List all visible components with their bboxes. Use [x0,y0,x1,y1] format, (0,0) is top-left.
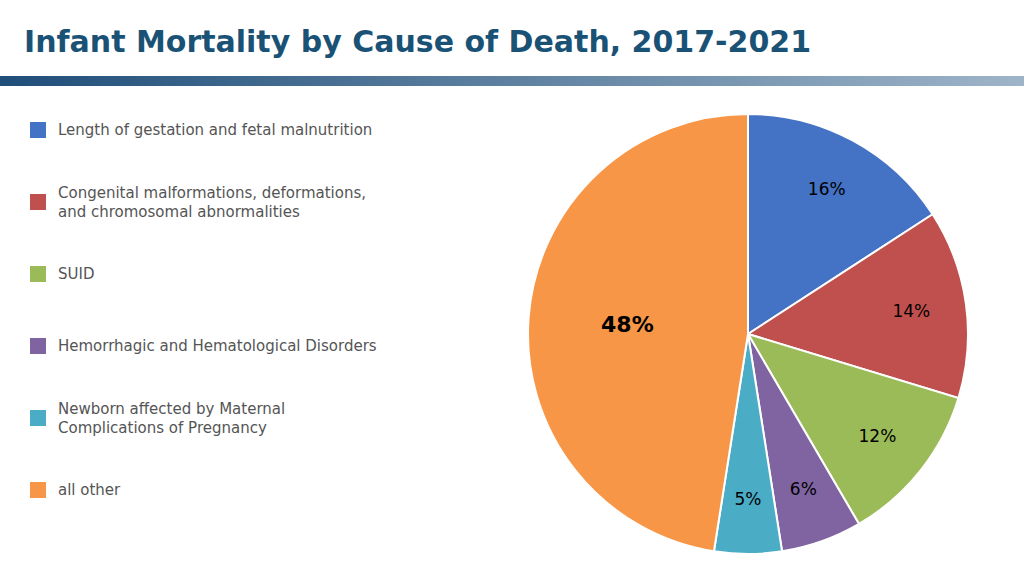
pie [528,114,968,554]
legend-label: Hemorrhagic and Hematological Disorders [58,337,377,355]
legend-label-line: Congenital malformations, deformations, [58,184,366,202]
legend-label-line: SUID [58,265,94,283]
chart-svg: Infant Mortality by Cause of Death, 2017… [0,0,1024,576]
legend-label: SUID [58,265,94,283]
legend-label-line: all other [58,481,121,499]
data-label: 12% [859,426,897,446]
legend-label-line: Length of gestation and fetal malnutriti… [58,121,372,139]
data-label: 48% [601,312,654,337]
legend-swatch [30,482,46,498]
legend-label-line: Hemorrhagic and Hematological Disorders [58,337,377,355]
legend-label: Newborn affected by MaternalComplication… [58,400,285,437]
legend-swatch [30,194,46,210]
legend-label: all other [58,481,121,499]
pie-labels: 16% 14% 12% 6% 5% 48% [601,179,930,509]
legend-label-line: and chromosomal abnormalities [58,203,300,221]
legend-label-line: Complications of Pregnancy [58,419,267,437]
legend-swatch [30,122,46,138]
legend-swatch [30,410,46,426]
data-label: 16% [808,179,846,199]
pie-slice [528,114,748,551]
chart-container: Infant Mortality by Cause of Death, 2017… [0,0,1024,576]
data-label: 14% [892,301,930,321]
legend-label: Length of gestation and fetal malnutriti… [58,121,372,139]
legend-swatch [30,266,46,282]
legend-label: Congenital malformations, deformations,a… [58,184,366,221]
legend-label-line: Newborn affected by Maternal [58,400,285,418]
data-label: 5% [735,489,762,509]
legend-swatch [30,338,46,354]
legend: Length of gestation and fetal malnutriti… [30,121,377,499]
chart-title: Infant Mortality by Cause of Death, 2017… [24,24,811,59]
divider-bar [0,76,1024,86]
data-label: 6% [790,479,817,499]
